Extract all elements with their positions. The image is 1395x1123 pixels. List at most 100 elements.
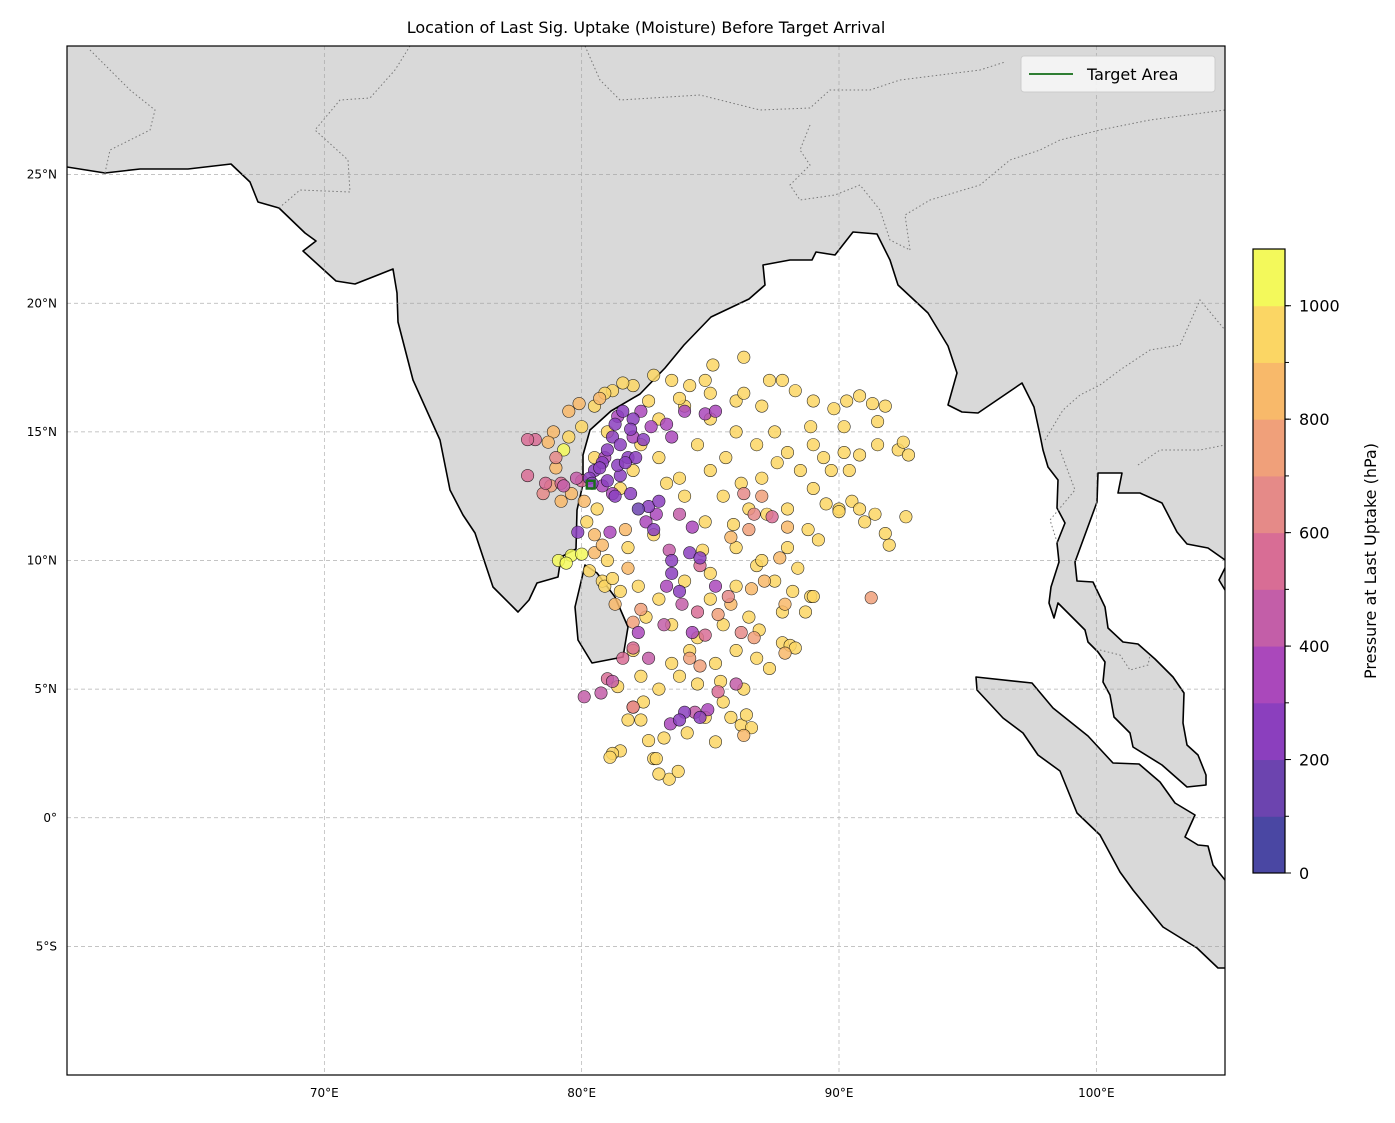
scatter-point xyxy=(562,404,576,418)
scatter-point xyxy=(698,373,712,387)
scatter-point xyxy=(636,433,650,447)
scatter-point xyxy=(647,523,661,537)
scatter-point xyxy=(786,584,800,598)
scatter-point xyxy=(618,456,632,470)
gridlines xyxy=(67,46,1225,1075)
scatter-point xyxy=(600,443,614,457)
scatter-point xyxy=(678,404,692,418)
scatter-point xyxy=(778,597,792,611)
scatter-point xyxy=(806,438,820,452)
colorbar-label: Pressure at Last Uptake (hPa) xyxy=(1361,443,1380,679)
scatter-point xyxy=(708,735,722,749)
scatter-point xyxy=(698,628,712,642)
scatter-point xyxy=(780,445,794,459)
scatter-point xyxy=(613,584,627,598)
scatter-point xyxy=(780,520,794,534)
map-area xyxy=(67,46,1225,1075)
scatter-point xyxy=(737,386,751,400)
scatter-point xyxy=(737,487,751,501)
scatter-point xyxy=(603,750,617,764)
scatter-point xyxy=(729,541,743,555)
scatter-point xyxy=(626,463,640,477)
scatter-point xyxy=(685,625,699,639)
scatter-point xyxy=(690,438,704,452)
y-tick-label: 0° xyxy=(43,811,57,825)
scatter-point xyxy=(729,677,743,691)
scatter-point xyxy=(734,625,748,639)
scatter-point xyxy=(811,533,825,547)
scatter-point xyxy=(703,463,717,477)
scatter-point xyxy=(577,494,591,508)
scatter-point xyxy=(621,561,635,575)
scatter-point xyxy=(631,579,645,593)
scatter-point xyxy=(657,618,671,632)
colorbar-band xyxy=(1253,646,1285,704)
scatter-point xyxy=(804,420,818,434)
colorbar-band xyxy=(1253,249,1285,307)
scatter-point xyxy=(672,507,686,521)
scatter-point xyxy=(642,651,656,665)
scatter-point xyxy=(806,394,820,408)
scatter-point xyxy=(878,526,892,540)
scatter-point xyxy=(724,530,738,544)
scatter-point xyxy=(755,399,769,413)
scatter-point xyxy=(652,682,666,696)
scatter-point xyxy=(587,546,601,560)
scatter-point xyxy=(703,386,717,400)
scatter-point xyxy=(582,564,596,578)
scatter-point xyxy=(618,523,632,537)
scatter-point xyxy=(729,425,743,439)
legend-target-area-label: Target Area xyxy=(1086,65,1178,84)
target-area-box xyxy=(585,479,596,490)
scatter-point xyxy=(791,561,805,575)
scatter-point xyxy=(590,502,604,516)
scatter-point xyxy=(616,404,630,418)
scatter-point xyxy=(853,448,867,462)
scatter-point xyxy=(672,584,686,598)
y-tick-label: 5°N xyxy=(34,682,57,696)
scatter-point xyxy=(899,510,913,524)
scatter-point xyxy=(575,547,589,561)
scatter-point xyxy=(693,710,707,724)
scatter-point xyxy=(729,579,743,593)
scatter-point xyxy=(896,435,910,449)
scatter-point xyxy=(652,767,666,781)
colorbar-band xyxy=(1253,816,1285,874)
scatter-point xyxy=(662,772,676,786)
scatter-point xyxy=(858,515,872,529)
scatter-point xyxy=(765,510,779,524)
colorbar-band xyxy=(1253,305,1285,363)
scatter-point xyxy=(644,420,658,434)
legend: Target Area xyxy=(1020,55,1216,93)
scatter-point xyxy=(683,546,697,560)
scatter-point xyxy=(608,489,622,503)
scatter-point xyxy=(600,474,614,488)
scatter-point xyxy=(672,713,686,727)
scatter-point xyxy=(755,489,769,503)
scatter-point xyxy=(708,656,722,670)
colorbar-band xyxy=(1253,589,1285,647)
colorbar-band xyxy=(1253,419,1285,477)
scatter-point xyxy=(685,520,699,534)
scatter-point xyxy=(564,487,578,501)
scatter-point xyxy=(678,574,692,588)
colorbar-tick-label: 200 xyxy=(1299,751,1330,770)
scatter-point xyxy=(788,384,802,398)
scatter-point xyxy=(719,451,733,465)
scatter-point xyxy=(683,651,697,665)
scatter-point xyxy=(770,456,784,470)
scatter-point xyxy=(521,469,535,483)
scatter-point xyxy=(868,507,882,521)
scatter-point xyxy=(778,646,792,660)
scatter-point xyxy=(853,502,867,516)
scatter-point xyxy=(817,451,831,465)
scatter-point xyxy=(660,579,674,593)
scatter-point xyxy=(626,641,640,655)
scatter-point xyxy=(780,502,794,516)
scatter-point xyxy=(801,523,815,537)
scatter-point xyxy=(824,463,838,477)
scatter-point xyxy=(708,404,722,418)
scatter-point xyxy=(557,479,571,493)
scatter-point xyxy=(554,494,568,508)
scatter-point xyxy=(616,651,630,665)
